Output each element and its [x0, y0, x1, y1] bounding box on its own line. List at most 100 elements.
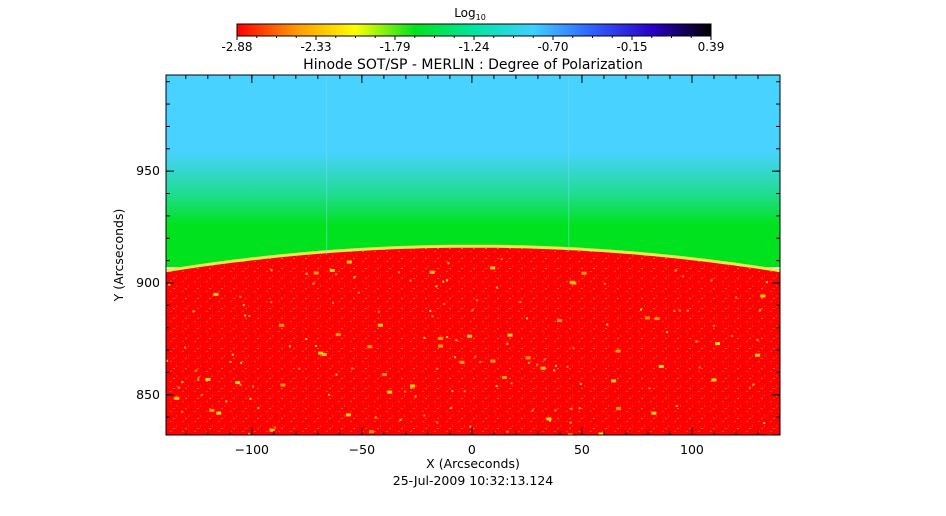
plage-speckle [335, 373, 338, 376]
x-tick-label: 50 [574, 442, 590, 457]
plage-speckle [442, 280, 445, 283]
plage-speckle [205, 378, 211, 381]
plage-speckle [760, 294, 766, 298]
plage-speckle [606, 323, 609, 326]
colorbar-tick-label: -0.70 [537, 40, 568, 54]
plage-speckle [410, 386, 413, 389]
plage-speckle [177, 386, 180, 389]
plage-speckle [658, 365, 664, 368]
plage-speckle [197, 379, 200, 381]
plage-speckle [715, 342, 720, 345]
plage-speckle [507, 333, 513, 337]
plage-speckle [686, 309, 689, 312]
colorbar-ticks: -2.88 -2.33 -1.79 -1.24 -0.70 -0.15 0.39 [221, 36, 724, 54]
plage-speckle [335, 273, 338, 276]
plage-speckle [443, 303, 446, 305]
plage-speckle [731, 335, 733, 337]
plage-speckle [763, 422, 766, 424]
plage-speckle [209, 409, 215, 412]
plage-speckle [695, 340, 698, 343]
plage-speckle [398, 271, 400, 274]
plage-speckle [471, 309, 474, 312]
plage-speckle [506, 430, 509, 433]
plage-speckle [404, 390, 407, 393]
plage-speckle [431, 315, 434, 318]
plage-speckle [387, 390, 393, 394]
plage-speckle [305, 272, 308, 275]
x-tick-label: 100 [680, 442, 704, 457]
plage-speckle [166, 359, 169, 362]
plage-speckle [378, 310, 380, 313]
plage-speckle [640, 308, 642, 311]
y-tick-label: 850 [136, 387, 160, 402]
plage-speckle [321, 353, 327, 356]
plage-speckle [711, 378, 717, 382]
plage-speckle [474, 355, 477, 358]
plage-speckle [765, 281, 768, 284]
plage-speckle [712, 324, 715, 327]
solar-disk [166, 247, 780, 435]
plage-speckle [329, 269, 335, 272]
plage-speckle [318, 351, 324, 355]
plage-speckle [527, 361, 530, 364]
plage-speckle [603, 282, 606, 285]
plage-speckle [435, 285, 438, 288]
plage-speckle [666, 331, 669, 334]
plage-speckle [298, 367, 301, 370]
plage-speckle [195, 369, 198, 372]
plage-speckle [752, 383, 755, 386]
plage-speckle [455, 339, 458, 342]
plage-speckle [673, 309, 676, 312]
y-tick-label: 950 [136, 163, 160, 178]
plage-speckle [540, 366, 546, 370]
plage-speckle [450, 407, 453, 409]
plage-speckle [269, 428, 275, 432]
plage-speckle [438, 336, 444, 340]
plage-speckle [357, 291, 360, 294]
plage-speckle [549, 419, 552, 422]
plage-speckle [748, 386, 751, 389]
plage-speckle [288, 345, 291, 348]
plage-speckle [495, 286, 498, 289]
x-tick-label: −100 [235, 442, 269, 457]
plage-speckle [454, 356, 457, 359]
plage-speckle [569, 280, 575, 284]
plage-speckle [567, 433, 573, 435]
plage-speckle [698, 366, 701, 369]
plage-speckle [252, 385, 255, 388]
timestamp: 25-Jul-2009 10:32:13.124 [393, 473, 554, 488]
plage-speckle [244, 314, 247, 317]
plage-speckle [654, 317, 660, 321]
plage-speckle [197, 376, 200, 379]
plage-speckle [436, 421, 439, 424]
plage-speckle [248, 315, 251, 317]
raster-seams [326, 75, 570, 255]
plage-speckle [543, 358, 546, 361]
plage-speckle [181, 381, 184, 384]
plage-speckle [581, 271, 587, 275]
plage-speckle [192, 310, 195, 313]
plage-speckle [476, 299, 479, 302]
plage-speckle [248, 432, 251, 435]
x-axis-label: X (Arcseconds) [426, 456, 520, 471]
plage-speckle [615, 349, 621, 353]
plage-speckle [463, 390, 466, 393]
plage-speckle [399, 418, 402, 421]
colorbar-tick-label: 0.39 [698, 40, 725, 54]
plage-speckle [231, 353, 234, 356]
plage-speckle [735, 296, 738, 299]
heatmap-image [166, 75, 780, 435]
solar-limb [166, 244, 780, 273]
plage-speckle [312, 282, 315, 285]
plage-speckle [239, 383, 242, 386]
plage-speckle [328, 393, 331, 396]
plage-speckle [414, 395, 417, 398]
plage-speckle [240, 361, 243, 364]
y-tick-label: 900 [136, 275, 160, 290]
plage-speckle [598, 432, 604, 435]
plage-speckle [510, 382, 513, 385]
plage-speckle [168, 283, 171, 286]
plage-speckle [490, 359, 496, 363]
plage-speckle [501, 376, 507, 379]
plage-speckle [213, 292, 219, 296]
